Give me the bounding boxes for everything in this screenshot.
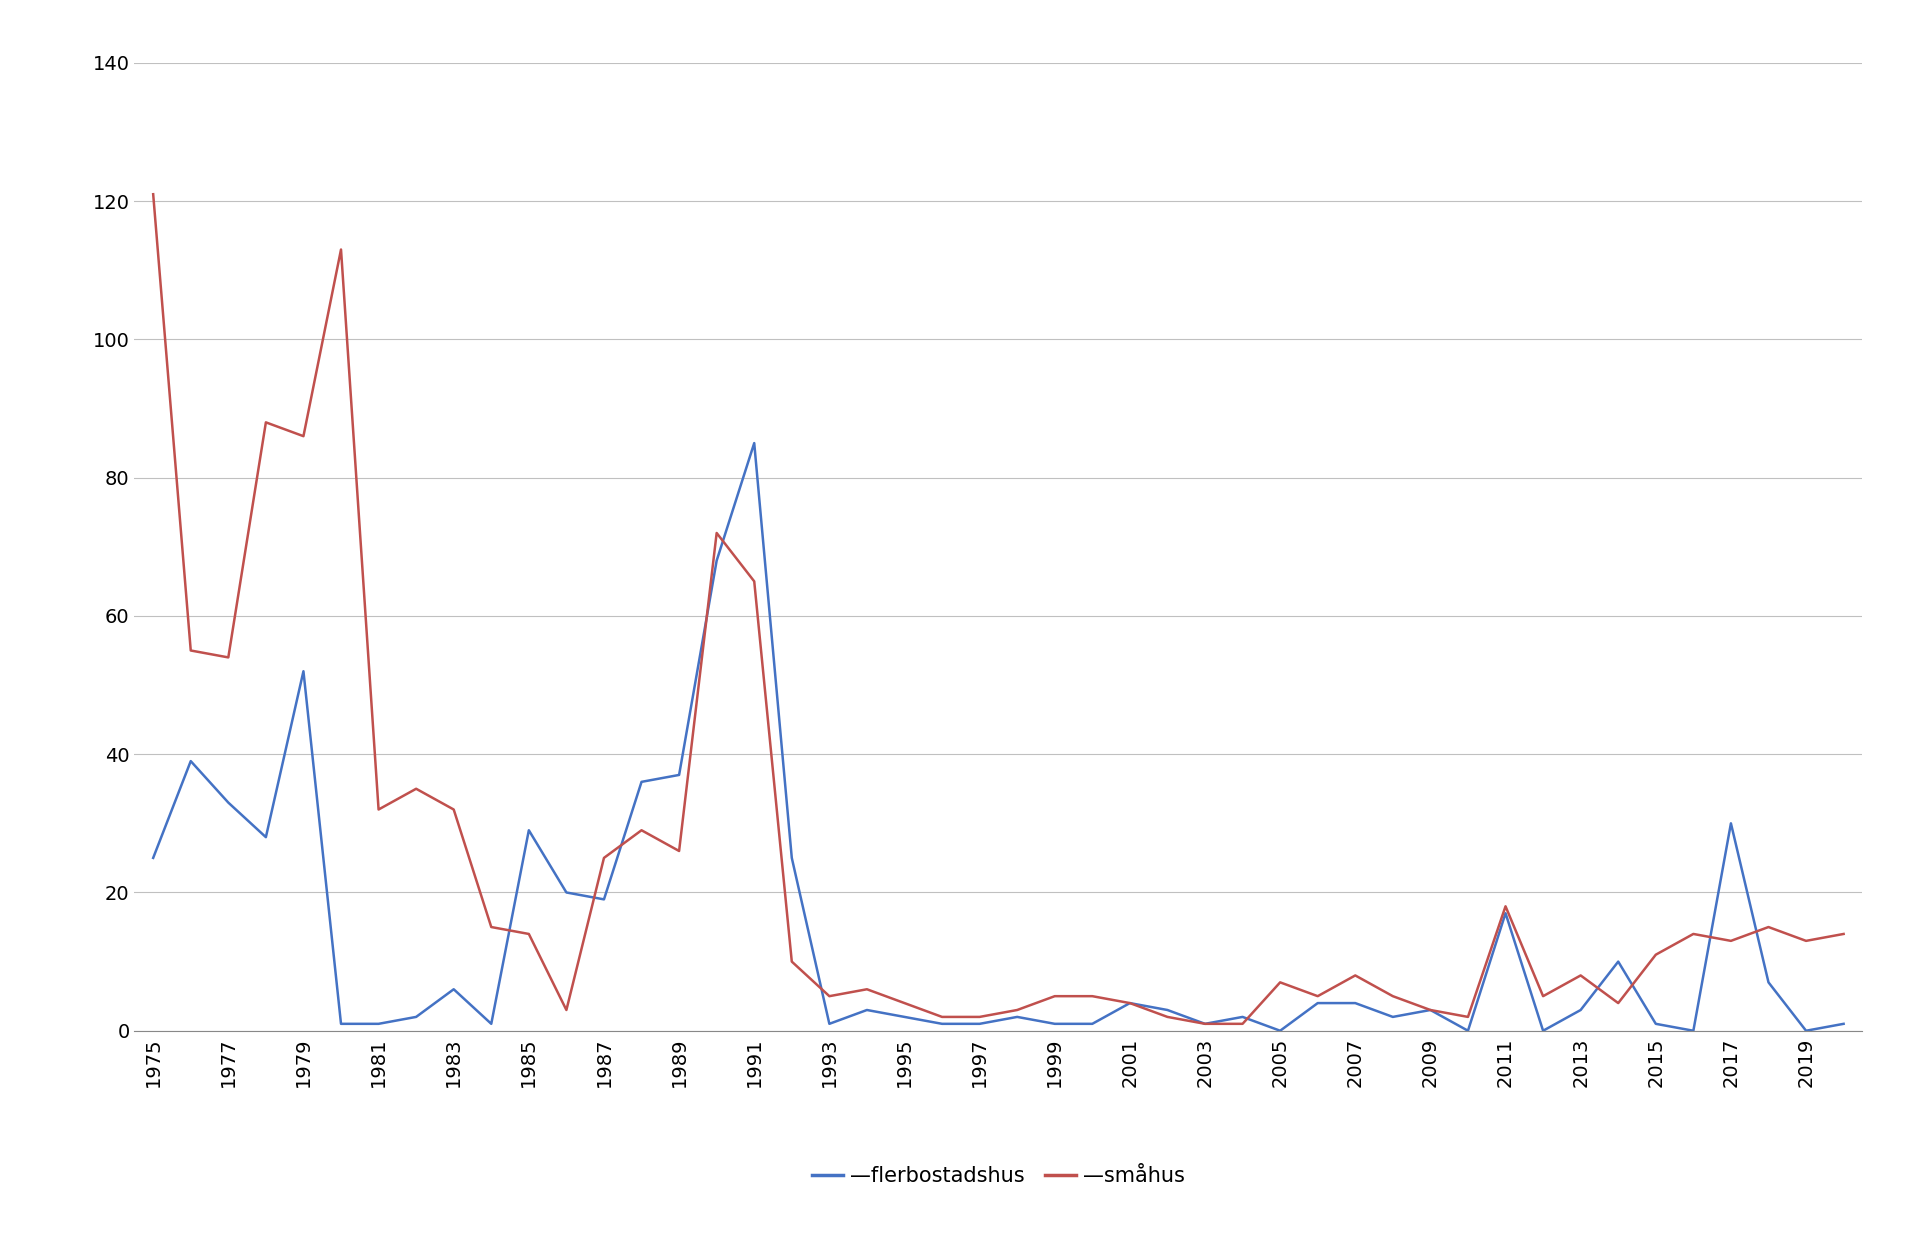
Legend: —flerbostadshus, —småhus: —flerbostadshus, —småhus xyxy=(804,1158,1192,1194)
